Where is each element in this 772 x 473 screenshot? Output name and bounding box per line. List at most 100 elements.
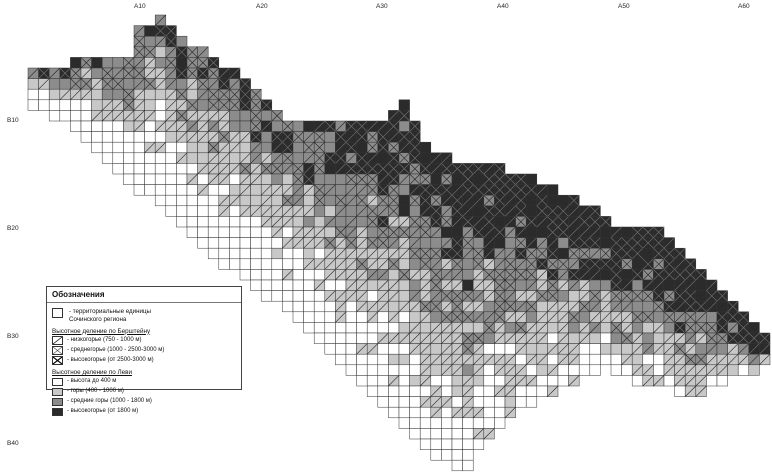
grid-cell <box>631 258 644 270</box>
column-label-a10: A10 <box>134 3 146 10</box>
hatch-line <box>441 237 453 249</box>
hatch-line <box>419 332 432 344</box>
hatch-line <box>684 322 697 334</box>
hatch-line <box>515 226 527 238</box>
hatch-line <box>642 290 654 302</box>
grid-cell <box>430 449 442 461</box>
hatch-line <box>494 322 506 334</box>
hatch-line <box>366 152 379 164</box>
hatch-line <box>207 173 220 185</box>
grid-cell <box>568 290 580 302</box>
grid-cell <box>239 216 251 228</box>
hatch-line <box>165 120 177 132</box>
hatch-line <box>282 120 294 132</box>
hatch-line <box>525 216 538 228</box>
hatch-line <box>547 258 559 270</box>
hatch-line <box>239 152 251 164</box>
grid-cell <box>430 417 442 429</box>
hatch-line <box>112 110 124 122</box>
grid-cell <box>642 300 654 313</box>
hatch-line <box>695 364 707 376</box>
hatch-line <box>388 311 400 323</box>
hatch-line <box>515 332 527 344</box>
hatch-line <box>578 247 591 260</box>
hatch-line <box>515 237 527 249</box>
hatch-line <box>345 131 357 143</box>
hatch-line <box>589 247 601 260</box>
grid-cell <box>271 173 283 185</box>
hatch-line <box>197 110 209 122</box>
levy-swatch-white <box>52 378 63 387</box>
hatch-line <box>483 322 495 334</box>
hatch-line <box>239 131 251 143</box>
hatch-line <box>663 300 675 313</box>
hatch-line <box>589 205 601 217</box>
hatch-line <box>472 184 485 196</box>
hatch-line <box>600 247 612 260</box>
grid-cell <box>600 322 612 334</box>
grid-cell <box>388 343 400 355</box>
grid-cell <box>282 173 294 185</box>
hatch-line <box>133 57 145 69</box>
grid-cell <box>292 279 304 291</box>
hatch-line <box>663 311 675 323</box>
hatch-line <box>504 194 516 207</box>
grid-cell <box>345 300 357 313</box>
grid-cell <box>207 216 220 228</box>
hatch-line <box>536 258 548 270</box>
grid-cell <box>229 184 241 196</box>
hatch-line <box>282 205 294 217</box>
grid-cell <box>441 385 453 397</box>
hatch-line <box>642 237 654 249</box>
hatch-line <box>536 216 548 228</box>
hatch-line <box>483 247 495 260</box>
grid-cell <box>335 216 347 228</box>
hatch-line <box>430 385 442 397</box>
hatch-line <box>144 141 156 154</box>
hatch-line <box>430 184 442 196</box>
hatch-line <box>282 152 294 164</box>
grid-cell <box>197 99 209 111</box>
hatch-line <box>207 88 220 101</box>
hatch-line <box>515 184 527 196</box>
hatch-line <box>568 311 580 323</box>
hatch-line <box>197 67 209 79</box>
hatch-line <box>684 385 697 397</box>
column-label-a40: A40 <box>497 3 509 10</box>
hatch-line <box>451 163 463 175</box>
hatch-line <box>568 247 580 260</box>
hatch-line <box>737 311 750 323</box>
grid-cell <box>547 375 559 387</box>
hatch-line <box>462 247 474 260</box>
grid-cell <box>260 237 273 249</box>
hatch-line <box>462 332 474 344</box>
hatch-line <box>494 385 506 397</box>
grid-cell <box>377 353 389 366</box>
grid-cell <box>292 247 304 260</box>
grid-cell <box>154 184 167 196</box>
hatch-line <box>409 184 421 196</box>
hatch-line <box>250 205 262 217</box>
hatch-line <box>366 343 379 355</box>
hatch-line <box>483 205 495 217</box>
hatch-line <box>356 279 368 291</box>
hatch-line <box>366 247 379 260</box>
grid-cell <box>409 205 421 217</box>
hatch-line <box>706 290 718 302</box>
hatch-line <box>483 428 495 440</box>
hatch-line <box>695 269 707 281</box>
hatch-line <box>377 258 389 270</box>
hatch-line <box>557 311 569 323</box>
hatch-line <box>282 237 294 249</box>
grid-cell <box>123 163 135 175</box>
grid-cell <box>229 110 241 122</box>
hatch-line <box>568 269 580 281</box>
hatch-line <box>504 364 516 376</box>
hatch-line <box>388 163 400 175</box>
grid-cell <box>398 406 410 419</box>
hatch-line <box>419 247 432 260</box>
hatch-line <box>388 184 400 196</box>
hatch-line <box>472 258 485 270</box>
grid-cell <box>398 99 410 111</box>
grid-cell <box>642 353 654 366</box>
